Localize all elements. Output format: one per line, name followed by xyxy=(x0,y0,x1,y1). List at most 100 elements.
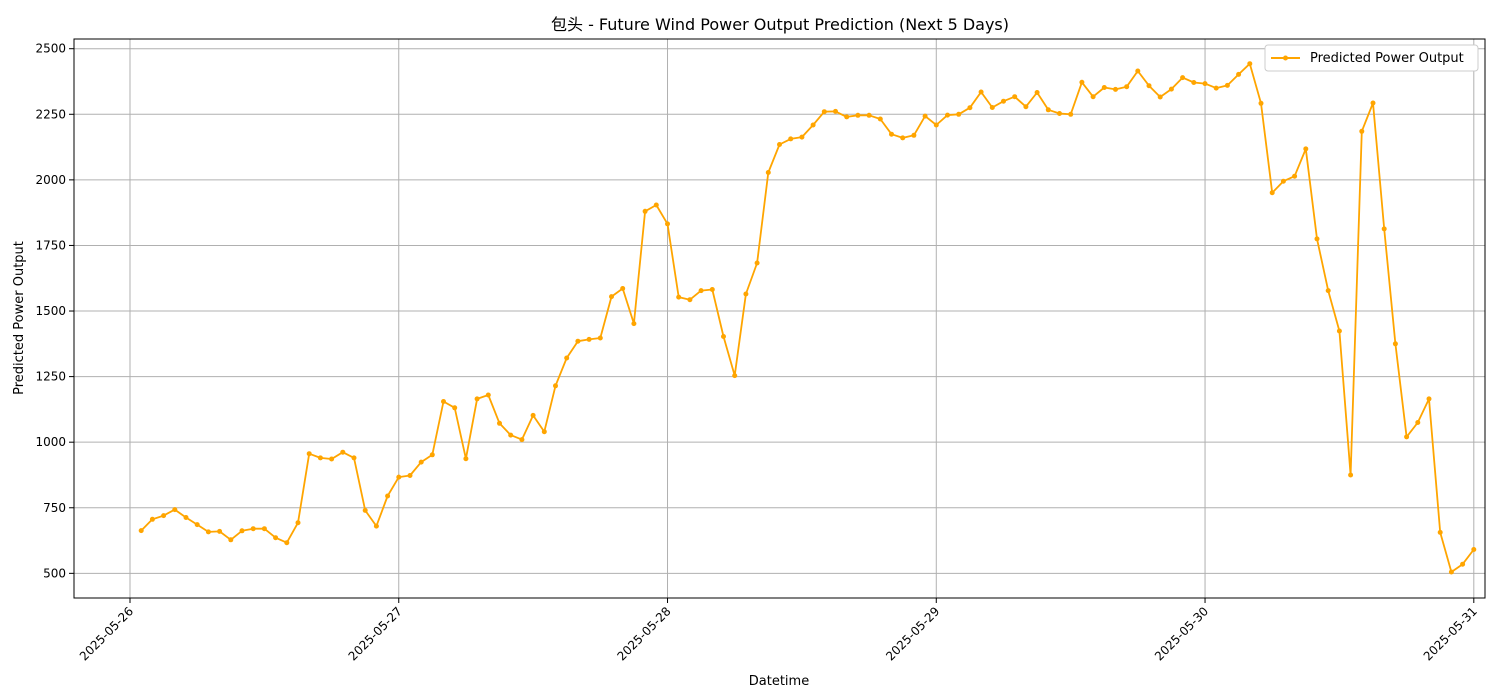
data-point xyxy=(1460,561,1466,567)
data-point xyxy=(844,114,850,120)
data-point xyxy=(1012,94,1018,100)
legend-marker xyxy=(1283,55,1288,61)
data-point xyxy=(721,334,726,339)
data-point xyxy=(508,432,514,438)
data-point xyxy=(441,399,446,404)
data-point xyxy=(989,105,995,110)
data-point xyxy=(273,535,279,541)
data-point xyxy=(530,412,536,418)
data-point xyxy=(1336,328,1342,334)
data-point xyxy=(1359,128,1365,134)
data-point xyxy=(418,459,424,465)
x-axis: 2025-05-26 2025-05-27 2025-05-28 2025-05-29… xyxy=(77,598,1480,663)
data-point xyxy=(519,437,525,443)
x-tick-label: 2025-05-29 xyxy=(883,604,942,663)
data-point xyxy=(1068,111,1074,117)
data-point xyxy=(429,452,435,458)
data-point xyxy=(1236,71,1242,77)
y-axis-label: Predicted Power Output xyxy=(12,241,27,395)
data-point xyxy=(1325,288,1331,294)
y-tick-label: 1500 xyxy=(35,304,66,318)
data-point xyxy=(250,526,256,532)
data-point xyxy=(1057,111,1062,116)
data-point xyxy=(1247,61,1253,67)
data-point xyxy=(362,507,368,513)
y-tick-label: 500 xyxy=(43,566,66,580)
data-point xyxy=(833,108,838,114)
data-point xyxy=(922,113,928,119)
data-point xyxy=(1303,146,1309,152)
data-point xyxy=(978,89,984,95)
data-point xyxy=(631,321,637,327)
data-point xyxy=(217,528,223,534)
data-point xyxy=(1280,178,1286,184)
data-point xyxy=(821,109,827,115)
data-point xyxy=(1392,341,1398,347)
data-point xyxy=(575,338,581,344)
data-point xyxy=(564,355,570,361)
data-point xyxy=(911,132,917,138)
data-point xyxy=(1269,190,1275,196)
data-point xyxy=(284,540,290,546)
data-point xyxy=(295,520,301,526)
data-point xyxy=(765,170,771,175)
data-point xyxy=(1258,100,1264,106)
data-point xyxy=(866,112,872,118)
data-point xyxy=(474,396,480,402)
data-point xyxy=(1348,472,1354,478)
data-point xyxy=(1079,79,1085,85)
y-tick-label: 1750 xyxy=(35,238,66,252)
data-point xyxy=(1448,569,1454,575)
data-point xyxy=(1090,94,1096,100)
data-point xyxy=(183,515,189,520)
data-point xyxy=(709,287,715,292)
data-point xyxy=(1202,81,1208,87)
data-point xyxy=(194,522,200,528)
data-point xyxy=(676,294,682,300)
data-point xyxy=(586,336,592,342)
y-tick-label: 2000 xyxy=(35,173,66,187)
data-point xyxy=(1213,85,1219,91)
x-tick-label: 2025-05-26 xyxy=(77,604,136,663)
data-point xyxy=(485,392,491,398)
data-point xyxy=(1437,529,1443,535)
data-point xyxy=(149,516,155,522)
y-tick-label: 1250 xyxy=(35,370,66,384)
data-point xyxy=(497,420,502,426)
data-point xyxy=(889,131,894,137)
data-point xyxy=(788,136,794,142)
data-point xyxy=(743,291,749,297)
data-point xyxy=(642,208,648,214)
data-point xyxy=(329,456,335,462)
data-point xyxy=(261,526,267,532)
data-point xyxy=(1023,104,1029,110)
data-point xyxy=(351,455,357,461)
data-point xyxy=(239,528,245,534)
chart-title: 包头 - Future Wind Power Output Prediction… xyxy=(551,15,1009,34)
data-point xyxy=(877,116,883,122)
data-point xyxy=(799,134,805,140)
y-tick-label: 2250 xyxy=(35,107,66,121)
x-tick-label: 2025-05-31 xyxy=(1421,604,1480,663)
y-tick-label: 2500 xyxy=(35,42,66,56)
legend-box xyxy=(1264,44,1479,72)
data-point xyxy=(541,429,547,435)
data-point xyxy=(407,473,413,478)
data-point xyxy=(1381,226,1387,232)
data-point xyxy=(1101,85,1107,90)
x-tick-label: 2025-05-28 xyxy=(614,604,673,663)
data-point xyxy=(1415,420,1421,425)
data-point xyxy=(1113,86,1118,92)
data-point xyxy=(553,383,558,389)
data-point xyxy=(1034,90,1040,95)
y-tick-label: 750 xyxy=(43,501,66,515)
data-point xyxy=(1146,83,1152,89)
data-point xyxy=(1314,236,1320,242)
data-point xyxy=(609,294,614,300)
data-point xyxy=(306,451,312,457)
data-point xyxy=(161,513,167,519)
data-point xyxy=(1471,547,1477,552)
data-point xyxy=(463,456,469,462)
data-point xyxy=(665,221,670,227)
data-point xyxy=(900,135,906,141)
